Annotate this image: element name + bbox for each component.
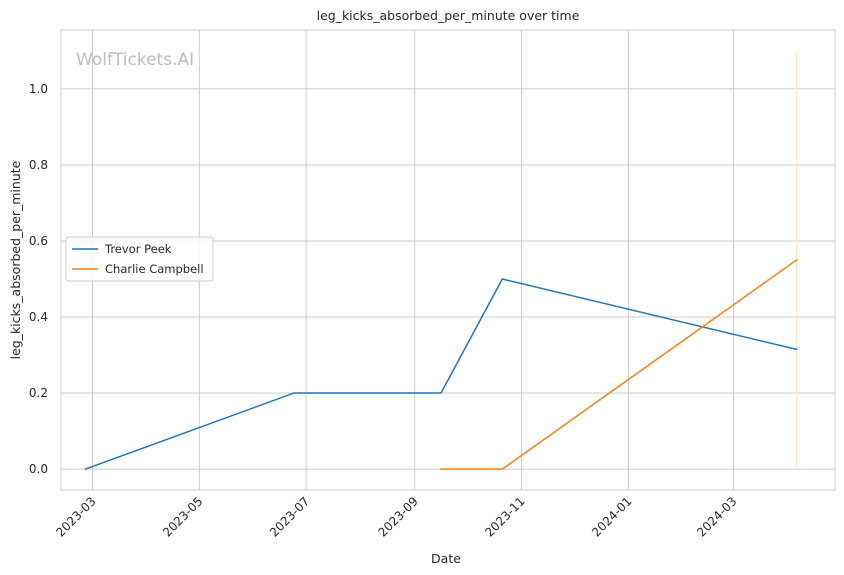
- legend-label: Charlie Campbell: [105, 262, 204, 276]
- legend-label: Trevor Peek: [104, 242, 172, 256]
- x-tick-label: 2024-01: [589, 494, 634, 539]
- x-tick-label: 2023-03: [53, 494, 98, 539]
- series-line-1: [84, 278, 798, 471]
- plot-frame: [60, 29, 836, 491]
- legend: Trevor Peek Charlie Campbell: [65, 236, 214, 282]
- x-axis-label: Date: [431, 551, 461, 566]
- x-tick-label: 2024-03: [694, 494, 739, 539]
- y-tick-label: 0.6: [29, 234, 48, 248]
- y-tick-label: 0.4: [29, 310, 48, 324]
- x-tick-label: 2023-05: [160, 494, 205, 539]
- y-axis-label: leg_kicks_absorbed_per_minute: [8, 160, 23, 359]
- y-tick-label: 0.0: [29, 462, 48, 476]
- y-tick-label: 1.0: [29, 82, 48, 96]
- x-tick-label: 2023-11: [482, 494, 527, 539]
- chart-title: leg_kicks_absorbed_per_minute over time: [317, 8, 580, 23]
- series-layer: [84, 258, 798, 471]
- x-tick-label: 2023-09: [375, 494, 420, 539]
- series-line-2: [440, 258, 798, 470]
- x-axis-ticks: 2023-03 2023-05 2023-07 2023-09 2023-11 2024-…: [53, 494, 739, 539]
- y-axis-ticks: 0.0 0.2 0.4 0.6 0.8 1.0: [29, 82, 48, 476]
- y-tick-label: 0.8: [29, 158, 48, 172]
- y-tick-label: 0.2: [29, 386, 48, 400]
- x-tick-label: 2023-07: [267, 494, 312, 539]
- watermark: WolfTickets.AI: [76, 50, 194, 70]
- legend-box: [65, 236, 214, 282]
